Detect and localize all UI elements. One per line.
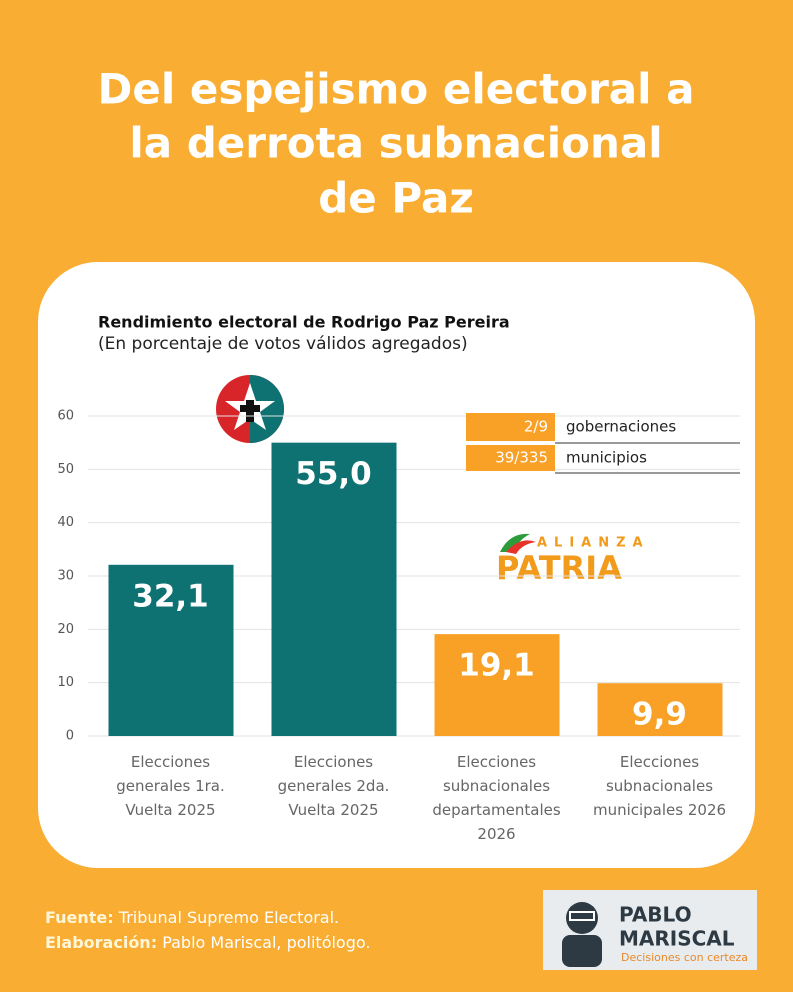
value-label: 9,9 xyxy=(632,697,687,733)
title-line: de Paz xyxy=(318,174,474,223)
brand-name: PABLO xyxy=(619,903,692,927)
y-tick-label: 10 xyxy=(57,675,74,690)
value-label: 19,1 xyxy=(458,648,535,684)
chart-subtitle: (En porcentaje de votos válidos agregado… xyxy=(98,334,468,354)
table-cell xyxy=(466,413,555,441)
y-tick-label: 60 xyxy=(57,409,74,424)
y-tick-label: 0 xyxy=(66,729,74,744)
y-tick-label: 30 xyxy=(57,569,74,584)
table-cell xyxy=(466,445,555,471)
bar xyxy=(271,442,397,736)
table-value: 2/9 xyxy=(524,418,548,436)
bar xyxy=(597,683,723,736)
brand-avatar xyxy=(562,902,602,967)
chart-title: Rendimiento electoral de Rodrigo Paz Per… xyxy=(98,313,510,332)
title-line: la derrota subnacional xyxy=(129,119,662,168)
value-label: 55,0 xyxy=(295,456,372,492)
x-tick-label: Elecciones subnacionales municipales 202… xyxy=(592,753,727,819)
value-label: 32,1 xyxy=(132,578,209,614)
author: Elaboración: Pablo Mariscal, politólogo. xyxy=(45,933,370,952)
table-label: municipios xyxy=(566,449,647,467)
y-tick-label: 20 xyxy=(57,622,74,637)
x-tick-label: Elecciones generales 2da. Vuelta 2025 xyxy=(277,753,390,819)
logo-text: ALIANZA xyxy=(537,536,650,551)
source: Fuente: Tribunal Supremo Electoral. xyxy=(45,908,339,927)
y-tick-label: 40 xyxy=(57,515,74,530)
x-tick-label: Elecciones generales 1ra. Vuelta 2025 xyxy=(116,753,225,819)
y-tick-label: 50 xyxy=(57,462,74,477)
bar xyxy=(434,634,560,736)
brand-tagline: Decisiones con certeza xyxy=(621,951,748,964)
alianza-logo: ALIANZA PATRIA xyxy=(496,533,650,587)
table-value: 39/335 xyxy=(495,449,548,467)
bar xyxy=(108,564,234,736)
party-icon xyxy=(216,375,284,443)
x-tick-label: Elecciones subnacionales departamentales… xyxy=(432,753,561,843)
logo-text: PATRIA xyxy=(496,549,622,587)
title-line: Del espejismo electoral a xyxy=(97,65,694,114)
table-label: gobernaciones xyxy=(566,418,676,436)
brand-name: MARISCAL xyxy=(619,927,735,951)
